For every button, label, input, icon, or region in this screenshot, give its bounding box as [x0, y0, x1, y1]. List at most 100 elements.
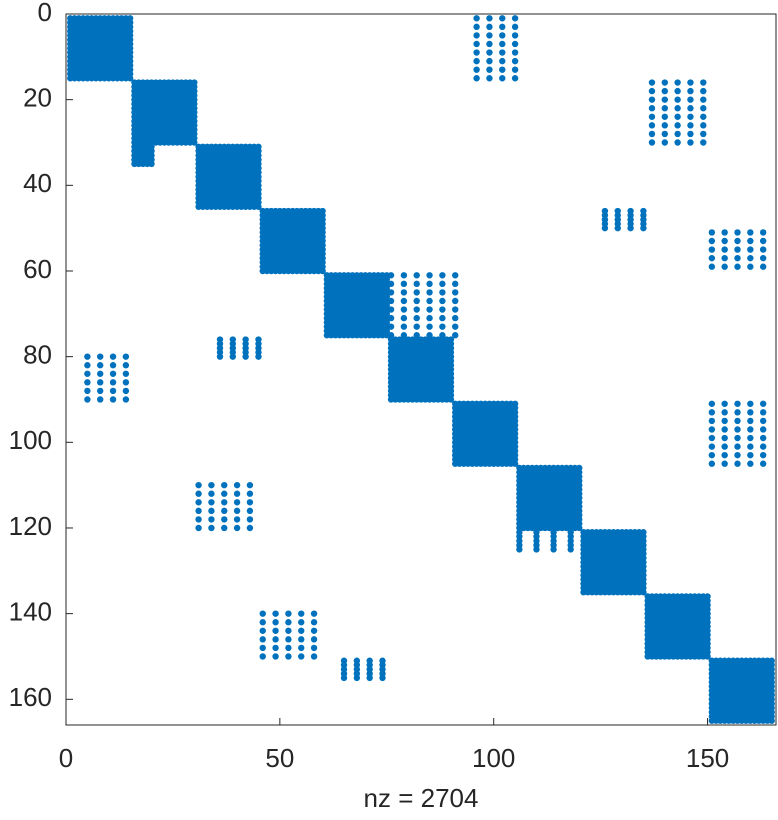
- nonzero-dot: [259, 636, 266, 643]
- nonzero-dot: [499, 57, 506, 65]
- nonzero-dot: [614, 224, 621, 232]
- nonzero-dot: [708, 254, 716, 262]
- nonzero-dot: [486, 32, 493, 39]
- nonzero-dot: [674, 122, 681, 129]
- nonzero-dot: [246, 507, 254, 515]
- nonzero-dot: [674, 105, 681, 112]
- y-tick-label: 20: [23, 83, 52, 113]
- nonzero-dot: [413, 280, 420, 288]
- nonzero-dot: [747, 460, 754, 467]
- nonzero-block: [516, 464, 583, 532]
- nonzero-dot: [734, 460, 741, 467]
- nonzero-dot: [298, 636, 305, 643]
- nonzero-dot: [734, 237, 741, 245]
- nonzero-block: [452, 400, 519, 467]
- nonzero-dot: [221, 499, 228, 506]
- x-tick-label: 150: [686, 743, 729, 773]
- nonzero-dot: [272, 619, 279, 626]
- nonzero-dot: [298, 627, 305, 634]
- nonzero-dot: [452, 280, 459, 288]
- nonzero-dot: [747, 409, 754, 416]
- nonzero-dot: [439, 323, 446, 330]
- nonzero-dot: [319, 267, 326, 275]
- y-tick-label: 160: [9, 682, 52, 712]
- nonzero-dot: [708, 400, 716, 407]
- y-tick-label: 40: [23, 168, 52, 198]
- nonzero-dot: [700, 139, 707, 146]
- nonzero-dot: [310, 653, 318, 660]
- nonzero-dot: [708, 451, 716, 459]
- nonzero-dot: [242, 353, 249, 360]
- nonzero-block: [708, 400, 767, 467]
- nonzero-dot: [310, 619, 318, 626]
- nonzero-dot: [499, 15, 506, 22]
- nonzero-dot: [661, 105, 668, 112]
- nonzero-block: [131, 79, 198, 146]
- nonzero-dot: [84, 379, 91, 386]
- nonzero-dot: [687, 87, 694, 95]
- nonzero-dot: [648, 130, 656, 138]
- nonzero-dot: [413, 272, 420, 279]
- nonzero-block: [259, 610, 318, 660]
- nonzero-dot: [734, 229, 741, 236]
- nonzero-dot: [747, 263, 754, 270]
- nonzero-dot: [387, 272, 395, 279]
- nonzero-dot: [195, 490, 202, 497]
- nonzero-dot: [109, 370, 117, 377]
- nonzero-dot: [400, 323, 408, 330]
- nonzero-dot: [246, 516, 254, 523]
- nonzero-dot: [516, 546, 523, 553]
- nonzero-dot: [208, 481, 215, 489]
- nonzero-dot: [734, 417, 741, 425]
- nonzero-dot: [747, 246, 754, 253]
- nonzero-dot: [285, 636, 292, 643]
- nonzero-dot: [511, 57, 519, 65]
- nonzero-dot: [734, 443, 741, 450]
- nonzero-dot: [122, 353, 130, 360]
- nonzero-dot: [148, 160, 155, 168]
- nonzero-dot: [259, 610, 266, 617]
- nonzero-dot: [747, 254, 754, 262]
- nonzero-dot: [195, 499, 202, 506]
- nonzero-block: [340, 657, 386, 682]
- nonzero-dot: [721, 443, 728, 450]
- nonzero-dot: [759, 229, 767, 236]
- nonzero-dot: [759, 263, 767, 270]
- nonzero-dot: [640, 224, 647, 232]
- nonzero-dot: [473, 75, 480, 82]
- nonzero-dot: [285, 610, 292, 617]
- nonzero-dot: [195, 524, 202, 532]
- nonzero-dot: [734, 426, 741, 433]
- nonzero-dot: [208, 490, 215, 497]
- nonzero-dot: [700, 79, 707, 86]
- nonzero-dot: [452, 332, 459, 339]
- nonzero-dot: [233, 524, 241, 532]
- nonzero-dot: [379, 674, 386, 682]
- axes-box: [65, 13, 777, 726]
- nonzero-dot: [747, 443, 754, 450]
- nonzero-dot: [413, 289, 420, 296]
- nonzero-dot: [221, 516, 228, 523]
- nonzero-dot: [221, 490, 228, 497]
- nonzero-dot: [648, 122, 656, 129]
- nonzero-dot: [400, 306, 408, 313]
- nonzero-block: [259, 207, 326, 275]
- nonzero-dot: [233, 507, 241, 515]
- nonzero-dot: [255, 203, 262, 210]
- y-tick-label: 60: [23, 254, 52, 284]
- nonzero-dot: [648, 79, 656, 86]
- x-tick-label: 100: [472, 743, 515, 773]
- nonzero-dot: [109, 362, 117, 369]
- nonzero-block: [195, 143, 262, 210]
- nonzero-dot: [661, 79, 668, 86]
- nonzero-dot: [259, 619, 266, 626]
- nonzero-dot: [708, 443, 716, 450]
- nonzero-dot: [310, 636, 318, 643]
- nonzero-dot: [747, 417, 754, 425]
- nonzero-dot: [499, 66, 506, 73]
- nonzero-dot: [499, 23, 506, 31]
- nonzero-dot: [452, 306, 459, 313]
- nonzero-dot: [759, 246, 767, 253]
- nonzero-dot: [452, 314, 459, 322]
- nonzero-dot: [747, 426, 754, 433]
